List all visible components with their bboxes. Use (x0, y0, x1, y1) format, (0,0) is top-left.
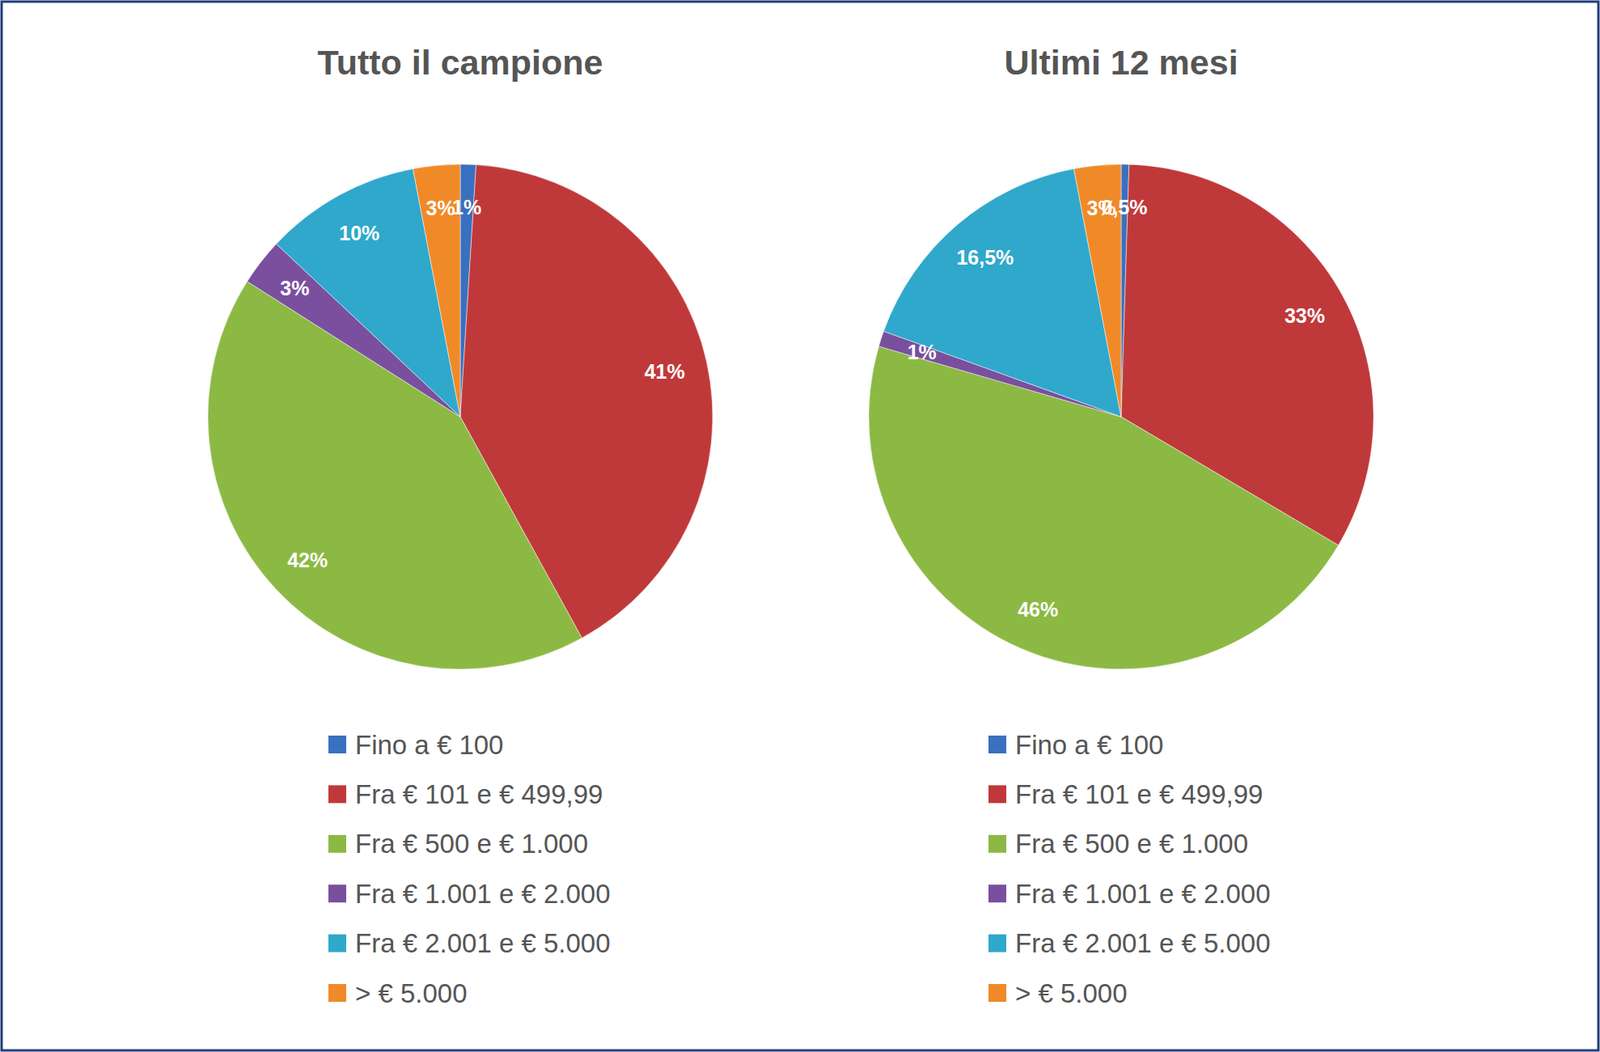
frame (1, 1, 1599, 1050)
data-label: 3% (279, 276, 309, 300)
legend-item: > € 5.000 (988, 977, 1128, 1008)
data-label: 3% (426, 196, 456, 220)
data-label: 10% (338, 221, 380, 245)
legend-swatch (988, 735, 1007, 754)
data-label: 46% (1017, 597, 1059, 621)
legend-label: Fra € 500 e € 1.000 (1015, 828, 1249, 859)
legend-swatch (988, 884, 1007, 902)
legend-item: Fra € 101 e € 499,99 (988, 778, 1263, 809)
legend-item: Fra € 1.001 e € 2.000 (328, 878, 611, 909)
legend-item: Fra € 500 e € 1.000 (328, 828, 589, 859)
legend-label: Fra € 1.001 e € 2.000 (1015, 878, 1271, 909)
legend-label: Fra € 1.001 e € 2.000 (355, 878, 611, 909)
slices (207, 164, 713, 669)
pie-slice (1074, 164, 1122, 417)
legend-label: Fra € 2.001 e € 5.000 (355, 927, 611, 958)
legend-item: Fra € 500 e € 1.000 (988, 828, 1249, 859)
legend-label: Fino a € 100 (1015, 729, 1164, 760)
pie-chart: Tutto il campione 1% 41% 42% 3% 10% 3% Fino a €… (207, 42, 713, 1008)
legend-label: Fra € 2.001 e € 5.000 (1015, 927, 1271, 958)
pie-slice (413, 164, 461, 417)
legend-label: > € 5.000 (355, 977, 468, 1008)
legend-label: Fino a € 100 (355, 729, 504, 760)
legend-swatch (988, 834, 1007, 853)
legend-swatch (328, 983, 347, 1002)
legend-swatch (988, 784, 1007, 803)
data-labels: 0,5%33%46%1%16,5%3% (907, 195, 1325, 621)
data-label: 42% (287, 548, 328, 572)
legend-item: Fra € 2.001 e € 5.000 (328, 927, 611, 958)
legend: Fino a € 100 Fra € 101 e € 499,99 Fra € 50… (988, 729, 1271, 1008)
legend-label: > € 5.000 (1015, 977, 1128, 1008)
legend-item: Fra € 101 e € 499,99 (328, 778, 603, 809)
legend-swatch (328, 884, 347, 902)
data-label: 33% (1284, 304, 1325, 327)
legend-item: Fra € 1.001 e € 2.000 (988, 878, 1271, 909)
data-label: 41% (644, 359, 686, 383)
data-label: 1% (452, 195, 482, 219)
legend-swatch (328, 735, 347, 754)
data-label: 3% (1087, 196, 1117, 220)
data-labels: 1% 41% 42% 3% 10% 3% (279, 195, 685, 572)
legend: Fino a € 100 Fra € 101 e € 499,99 Fra € 50… (328, 729, 611, 1008)
data-label: 1% (907, 340, 937, 364)
legend-swatch (328, 784, 347, 803)
legend-item: Fino a € 100 (988, 729, 1164, 760)
pie-slice (276, 169, 461, 417)
legend-label: Fra € 101 e € 499,99 (1015, 778, 1263, 809)
legend-swatch (328, 834, 347, 853)
slices (868, 164, 1374, 669)
legend-label: Fra € 500 e € 1.000 (355, 828, 589, 859)
legend-swatch (988, 983, 1007, 1002)
pie-chart: Ultimi 12 mesi0,5%33%46%1%16,5%3%Fino a … (868, 42, 1374, 1008)
legend-item: Fino a € 100 (328, 729, 504, 760)
legend-label: Fra € 101 e € 499,99 (355, 778, 603, 809)
chart-canvas: Tutto il campione 1% 41% 42% 3% 10% 3% Fino a €… (0, 0, 1600, 1052)
legend-item: > € 5.000 (328, 977, 468, 1008)
data-label: 16,5% (956, 245, 1014, 269)
legend-item: Fra € 2.001 e € 5.000 (988, 927, 1271, 958)
legend-swatch (988, 934, 1007, 953)
chart-title: Tutto il campione (317, 42, 604, 82)
legend-swatch (328, 934, 347, 953)
chart-title: Ultimi 12 mesi (1003, 42, 1238, 82)
